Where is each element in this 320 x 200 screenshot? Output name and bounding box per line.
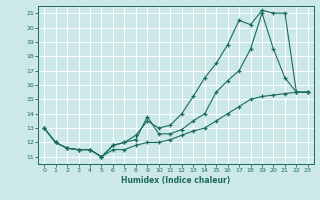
X-axis label: Humidex (Indice chaleur): Humidex (Indice chaleur)	[121, 176, 231, 185]
